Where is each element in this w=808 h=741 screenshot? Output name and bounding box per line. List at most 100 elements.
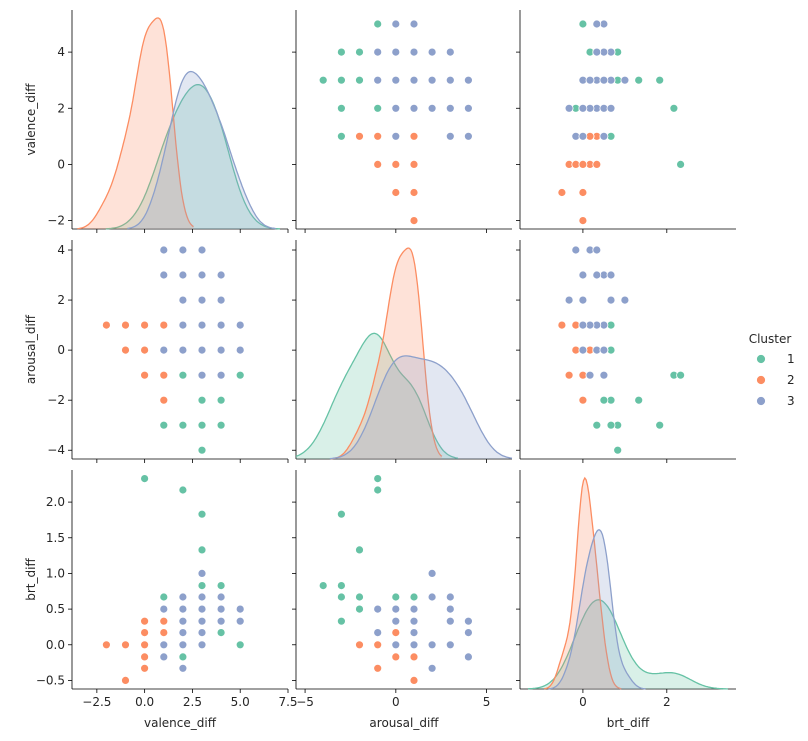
y-tick-label: 0 xyxy=(57,343,65,357)
x-tick-label: 0 xyxy=(392,695,400,709)
panel-valence_diff-vs-valence_diff: −2 0 2 4 valence_diff xyxy=(24,10,289,233)
point-cluster-2 xyxy=(373,159,383,169)
point-cluster-2 xyxy=(557,320,567,330)
point-cluster-1 xyxy=(355,75,364,85)
point-cluster-2 xyxy=(409,159,419,169)
kde-line-cluster-1 xyxy=(295,332,459,459)
point-cluster-3 xyxy=(391,103,401,113)
kde-line-cluster-2 xyxy=(331,247,443,460)
point-cluster-3 xyxy=(159,640,169,650)
point-cluster-3 xyxy=(178,320,188,330)
point-cluster-2 xyxy=(159,320,169,330)
y-axis-label: brt_diff xyxy=(24,558,38,601)
point-cluster-2 xyxy=(159,628,169,637)
point-cluster-1 xyxy=(216,581,226,590)
x-tick-label: 2 xyxy=(663,695,671,709)
y-tick-label: 4 xyxy=(57,45,65,59)
point-cluster-3 xyxy=(620,295,630,305)
point-cluster-2 xyxy=(373,640,383,650)
y-tick-label: 2 xyxy=(57,293,65,307)
point-cluster-1 xyxy=(235,370,245,380)
y-tick-label: 1.0 xyxy=(46,566,65,580)
point-cluster-2 xyxy=(578,216,588,226)
point-cluster-2 xyxy=(140,652,150,662)
kde-fill-cluster-3 xyxy=(127,71,276,229)
y-tick-label: 0.5 xyxy=(46,602,65,616)
point-cluster-3 xyxy=(391,47,401,57)
point-cluster-1 xyxy=(355,592,364,602)
point-cluster-1 xyxy=(599,395,609,405)
kde-line-cluster-3 xyxy=(329,355,513,460)
point-cluster-2 xyxy=(159,395,169,405)
point-cluster-3 xyxy=(216,320,226,330)
x-tick-label: 5 xyxy=(483,695,491,709)
x-tick-label: 0.0 xyxy=(135,695,154,709)
point-cluster-3 xyxy=(463,103,473,113)
point-cluster-2 xyxy=(121,640,130,650)
point-cluster-3 xyxy=(427,569,437,578)
point-cluster-3 xyxy=(216,592,226,602)
point-cluster-3 xyxy=(409,19,419,29)
point-cluster-3 xyxy=(235,604,245,614)
point-cluster-1 xyxy=(336,616,346,626)
y-tick-label: −4 xyxy=(47,443,65,457)
point-cluster-2 xyxy=(557,188,567,197)
point-cluster-3 xyxy=(216,345,226,355)
point-cluster-3 xyxy=(373,604,383,614)
point-cluster-2 xyxy=(140,345,150,355)
point-cluster-1 xyxy=(318,75,328,85)
panel-brt_diff-vs-brt_diff: 0 2 brt_diff xyxy=(516,470,736,730)
y-tick-label: 2.0 xyxy=(46,495,65,509)
point-cluster-1 xyxy=(336,592,346,602)
point-cluster-1 xyxy=(197,420,207,430)
point-cluster-1 xyxy=(159,420,169,430)
point-cluster-3 xyxy=(197,592,207,602)
point-cluster-3 xyxy=(159,652,169,662)
point-cluster-2 xyxy=(578,395,588,405)
kde-fill-cluster-1 xyxy=(528,599,728,689)
legend-marker-3 xyxy=(756,396,766,406)
point-cluster-2 xyxy=(140,663,150,673)
point-cluster-2 xyxy=(409,652,419,662)
point-cluster-1 xyxy=(318,581,328,590)
point-cluster-3 xyxy=(427,103,437,113)
point-cluster-3 xyxy=(391,75,401,85)
point-cluster-2 xyxy=(409,131,419,141)
point-cluster-3 xyxy=(599,131,609,141)
point-cluster-3 xyxy=(564,103,574,113)
point-cluster-3 xyxy=(599,75,609,85)
legend-marker-2 xyxy=(756,375,766,385)
point-cluster-2 xyxy=(391,159,401,169)
point-cluster-1 xyxy=(197,581,207,590)
y-tick-label: −2 xyxy=(47,214,65,228)
kde-line-cluster-3 xyxy=(548,529,646,690)
point-cluster-2 xyxy=(140,616,150,626)
point-cluster-1 xyxy=(634,75,644,85)
x-axis-label: valence_diff xyxy=(144,716,217,730)
y-tick-label: −0.5 xyxy=(36,673,65,687)
kde-line-cluster-3 xyxy=(127,70,276,230)
point-cluster-2 xyxy=(159,370,169,380)
panel-valence_diff-vs-arousal_diff xyxy=(292,10,512,233)
point-cluster-3 xyxy=(197,640,207,650)
point-cluster-3 xyxy=(578,345,588,355)
legend: Cluster 1 2 3 xyxy=(749,332,795,408)
point-cluster-2 xyxy=(121,345,130,355)
y-tick-label: 0 xyxy=(57,157,65,171)
point-cluster-3 xyxy=(585,370,595,380)
point-cluster-2 xyxy=(102,640,111,650)
point-cluster-3 xyxy=(235,616,245,626)
kde-line-cluster-1 xyxy=(528,599,728,690)
y-axis-label: arousal_diff xyxy=(24,314,38,384)
point-cluster-3 xyxy=(409,628,419,637)
point-cluster-3 xyxy=(178,640,188,650)
point-cluster-1 xyxy=(336,581,346,590)
point-cluster-3 xyxy=(409,47,419,57)
point-cluster-1 xyxy=(578,19,588,29)
point-cluster-3 xyxy=(197,604,207,614)
point-cluster-1 xyxy=(391,592,401,602)
point-cluster-3 xyxy=(592,270,602,280)
point-cluster-2 xyxy=(121,320,130,330)
point-cluster-2 xyxy=(140,370,150,380)
panel-arousal_diff-vs-valence_diff: −4 −2 0 2 4 arousal_diff xyxy=(24,240,289,463)
